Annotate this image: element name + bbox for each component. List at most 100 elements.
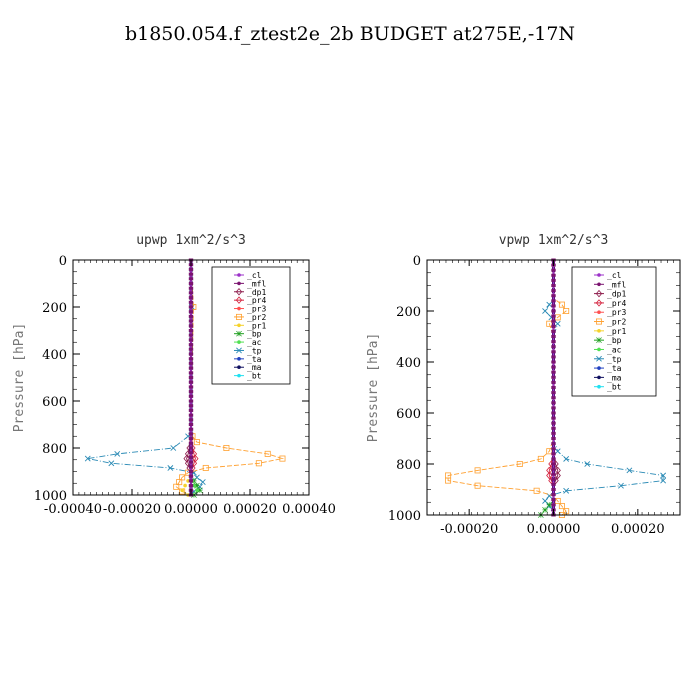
data-point [554, 320, 561, 327]
zero-marker [551, 340, 556, 344]
legend-label: _pr1 [247, 321, 266, 330]
y-axis-label: Pressure [hPa] [12, 323, 27, 433]
legend-label: _dp1 [607, 290, 626, 299]
zero-marker [551, 370, 556, 374]
legend-marker [237, 323, 241, 328]
legend-marker [597, 375, 601, 380]
zero-marker [551, 355, 556, 359]
legend-label: _ma [247, 363, 262, 372]
y-tick-label: 1000 [34, 489, 67, 504]
zero-marker [188, 432, 194, 436]
legend-label: _dp1 [247, 288, 266, 297]
y-tick-label: 400 [396, 356, 421, 371]
zero-marker [551, 467, 556, 471]
legend-label: _tp [247, 346, 262, 355]
figure-title: b1850.054.f_ztest2e_2b BUDGET at275E,-17… [125, 23, 575, 45]
zero-marker [551, 493, 556, 497]
zero-marker [188, 413, 194, 417]
legend-label: _tp [607, 355, 622, 364]
zero-marker [551, 416, 556, 420]
series-tp [542, 260, 667, 516]
zero-marker [188, 399, 194, 403]
legend-label: _cl [607, 271, 622, 280]
zero-marker [551, 284, 556, 287]
y-tick-label: 600 [396, 407, 421, 422]
data-point [199, 479, 206, 485]
legend-marker [235, 288, 243, 296]
legend-marker [237, 340, 241, 344]
zero-marker [551, 396, 556, 400]
y-tick-label: 600 [42, 395, 67, 410]
zero-marker [551, 488, 556, 491]
legend-box [211, 266, 291, 385]
zero-marker [551, 457, 556, 461]
data-point [558, 301, 565, 308]
data-point [584, 461, 591, 467]
x-tick-label: 0.00020 [223, 502, 277, 517]
legend-marker [595, 289, 603, 298]
legend-marker [597, 366, 601, 370]
zero-marker [551, 304, 556, 308]
zero-marker [188, 427, 194, 431]
data-point [167, 465, 174, 471]
panel-title: vpwp 1xm^2/s^3 [499, 233, 609, 248]
legend-label: _pr4 [607, 299, 626, 308]
legend-label: _ta [247, 355, 262, 364]
data-point [114, 450, 121, 457]
legend-marker [235, 296, 243, 304]
data-point [554, 471, 561, 480]
zero-marker [551, 442, 556, 446]
data-point [546, 448, 553, 455]
data-point [279, 455, 286, 462]
data-point [554, 466, 561, 475]
zero-marker [188, 408, 194, 412]
zero-marker [188, 286, 194, 290]
y-tick-label: 0 [59, 254, 67, 269]
zero-marker [188, 474, 194, 478]
zero-marker [188, 352, 194, 356]
data-point [193, 439, 200, 446]
zero-marker [551, 294, 556, 298]
zero-marker [551, 406, 556, 410]
data-point [445, 477, 452, 484]
legend-label: _pr2 [607, 318, 626, 327]
legend-label: _pr1 [607, 327, 626, 336]
legend-marker [597, 282, 601, 287]
legend-marker [597, 347, 601, 352]
zero-marker [551, 380, 556, 384]
data-point [546, 301, 553, 308]
zero-marker [551, 411, 556, 415]
zero-marker [188, 446, 194, 450]
zero-marker [551, 431, 556, 435]
x-tick-label: -0.00020 [103, 502, 161, 517]
zero-marker [188, 404, 194, 408]
data-point [533, 487, 540, 494]
data-point [193, 474, 200, 481]
zero-marker [551, 421, 556, 425]
zero-marker [551, 360, 556, 364]
zero-marker [551, 447, 556, 451]
legend-marker [237, 373, 241, 378]
zero-marker [188, 455, 194, 459]
zero-marker [188, 465, 194, 469]
zero-marker [551, 477, 556, 481]
zero-marker [188, 380, 194, 384]
zero-marker [551, 324, 556, 328]
zero-marker [188, 385, 194, 389]
zero-marker [551, 391, 556, 395]
zero-marker [551, 401, 556, 405]
data-point [546, 466, 553, 475]
x-tick-label: 0.00000 [527, 522, 581, 537]
legend-marker [597, 384, 601, 389]
zero-marker [188, 314, 194, 318]
zero-marker [551, 335, 556, 338]
legend-label: _ac [607, 345, 622, 354]
legend-marker [596, 318, 603, 325]
legend-label: _ma [607, 373, 622, 382]
zero-marker [551, 268, 556, 272]
legend-label: _bp [247, 330, 262, 339]
legend-box [571, 266, 657, 397]
zero-marker [188, 272, 194, 276]
x-tick-label: 0.00000 [164, 502, 218, 517]
